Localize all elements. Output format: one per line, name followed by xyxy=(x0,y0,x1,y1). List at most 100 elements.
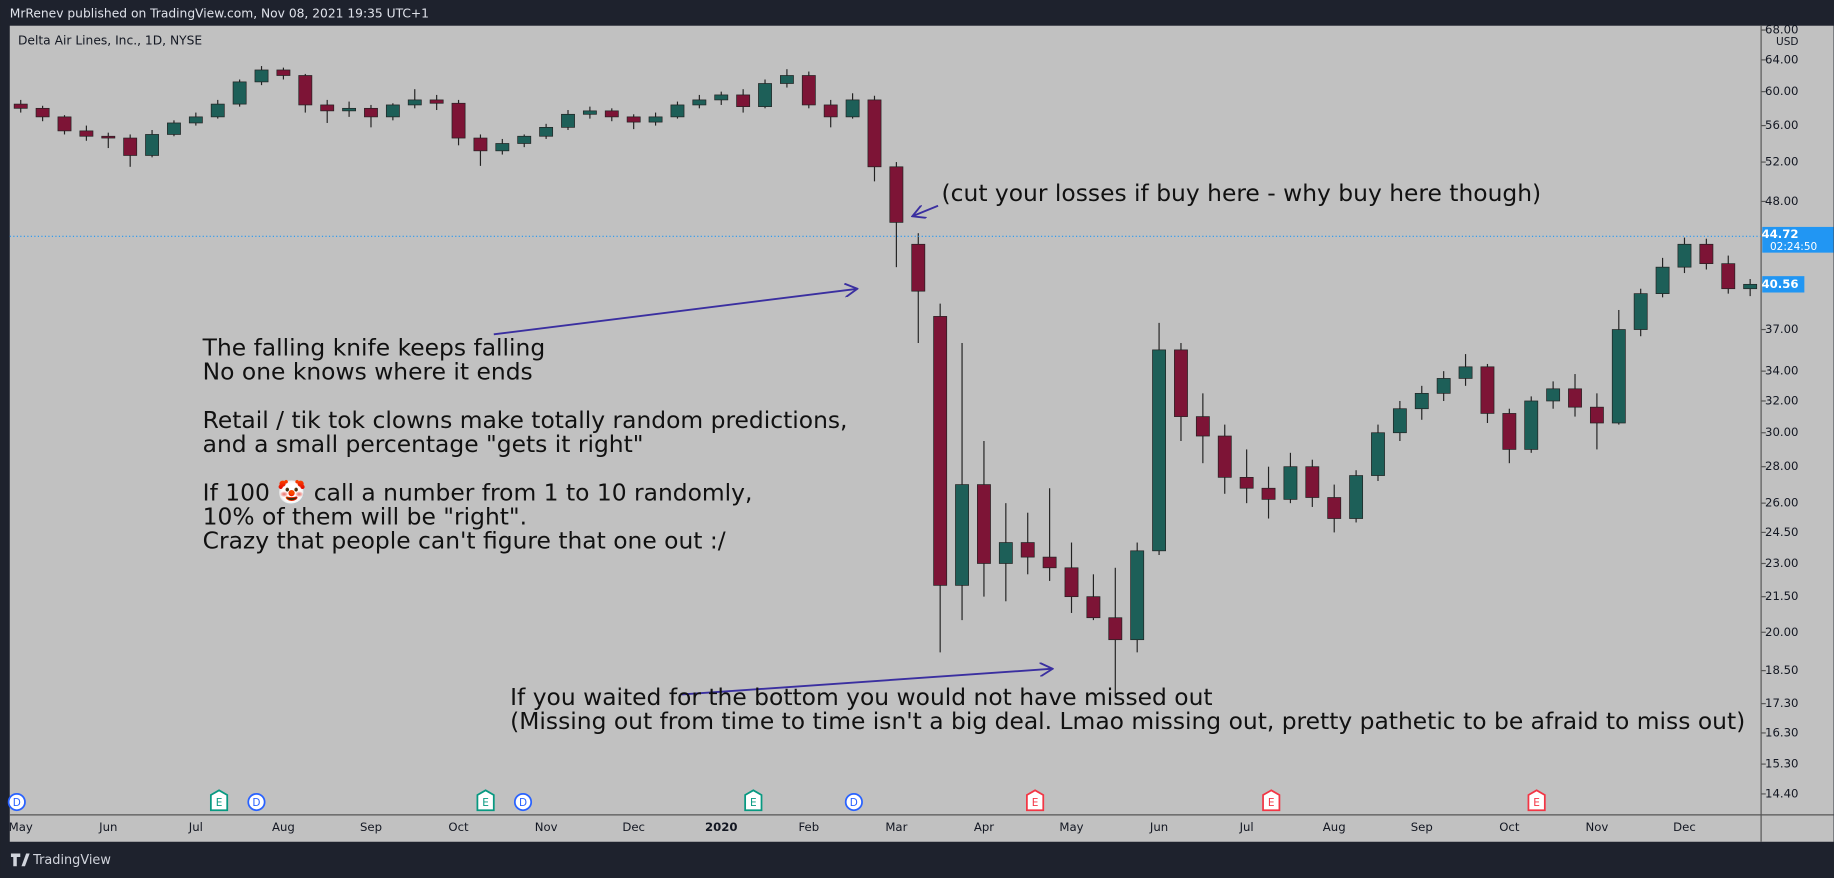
candle-body xyxy=(232,81,247,105)
candle-body xyxy=(911,243,926,292)
candle-body xyxy=(473,137,488,152)
candle-body xyxy=(1436,378,1451,394)
candle-body xyxy=(1086,596,1101,619)
x-tick-label: Oct xyxy=(1499,820,1520,834)
x-tick-label: Dec xyxy=(1673,820,1696,834)
candles xyxy=(13,66,1758,696)
y-tick-label: 32.00 xyxy=(1765,393,1798,407)
candle-body xyxy=(1261,487,1276,500)
x-tick-label: Jul xyxy=(188,820,203,834)
arrow xyxy=(493,289,858,336)
event-label: D xyxy=(519,797,527,809)
last-price-box xyxy=(1762,276,1805,293)
x-tick-label: May xyxy=(9,820,33,834)
y-tick-label: 14.40 xyxy=(1765,786,1798,800)
x-tick-label: Jun xyxy=(98,820,117,834)
candle-body xyxy=(889,166,904,223)
x-tick-label: Apr xyxy=(974,820,994,834)
y-tick-label: 52.00 xyxy=(1765,155,1798,169)
y-tick-label: 21.50 xyxy=(1765,589,1798,603)
event-label: D xyxy=(13,797,21,809)
candle-body xyxy=(539,126,554,137)
x-tick-label: 2020 xyxy=(705,820,738,834)
event-icon xyxy=(1026,789,1045,812)
candle-body xyxy=(276,69,291,76)
y-tick-label: 16.30 xyxy=(1765,725,1798,739)
candle-body xyxy=(670,104,685,118)
candle-body xyxy=(1568,388,1582,408)
candle-body xyxy=(648,116,663,123)
x-tick-label: Oct xyxy=(448,820,469,834)
candle-body xyxy=(1064,567,1079,598)
candle-body xyxy=(736,94,751,107)
candle-body xyxy=(801,75,816,106)
y-tick-label: 28.00 xyxy=(1765,459,1798,473)
logo xyxy=(10,853,30,867)
candle-body xyxy=(1174,349,1188,417)
event-icon xyxy=(209,789,229,812)
annotation-line: The falling knife keeps falling xyxy=(202,333,546,361)
candle-body xyxy=(101,135,116,139)
x-tick-label: Aug xyxy=(272,820,295,834)
candle-body xyxy=(1699,243,1714,265)
price-label-box xyxy=(1762,226,1834,253)
y-tick-label: 37.00 xyxy=(1765,322,1798,336)
event-icon xyxy=(513,792,533,812)
candle-body xyxy=(1108,617,1123,641)
candle-body xyxy=(933,316,948,586)
arrow xyxy=(681,669,1053,696)
candle-body xyxy=(1589,406,1604,424)
candle-body xyxy=(823,104,838,118)
candle-body xyxy=(955,484,969,586)
candle-body xyxy=(320,104,335,112)
candle-body xyxy=(1655,266,1670,294)
y-tick-label: 17.30 xyxy=(1765,696,1798,710)
candle-body xyxy=(13,103,28,109)
x-tick-label: Sep xyxy=(360,820,382,834)
annotation-line: (cut your losses if buy here - why buy h… xyxy=(942,179,1542,207)
candle-body xyxy=(977,484,991,564)
candle-body xyxy=(1217,435,1232,478)
event-icon xyxy=(476,789,495,812)
candle-body xyxy=(1721,263,1736,290)
candle-body xyxy=(604,110,619,118)
candle-body xyxy=(1327,497,1342,519)
annotation-line: (Missing out from time to time isn't a b… xyxy=(510,707,1745,735)
candle-body xyxy=(298,75,313,106)
annotation-line: No one knows where it ends xyxy=(203,357,533,385)
event-label: E xyxy=(216,797,223,809)
event-label: E xyxy=(750,797,757,809)
x-tick-label: Mar xyxy=(885,820,907,834)
candle-body xyxy=(342,107,357,112)
candle-body xyxy=(517,135,532,144)
candle-body xyxy=(692,99,707,106)
event-label: E xyxy=(1533,797,1540,809)
candle-body xyxy=(210,103,225,118)
candle-body xyxy=(1414,392,1429,410)
candle-body xyxy=(1152,349,1166,552)
candle-body xyxy=(1305,466,1320,498)
annotation-line: 10% of them will be "right". xyxy=(203,502,527,530)
event-icon xyxy=(1527,789,1546,812)
event-icon xyxy=(7,792,26,812)
candle-body xyxy=(1611,329,1626,424)
price-axis: 68.00 64.00 60.00 56.00 52.00 48.00 37.00 34.00… xyxy=(9,23,1799,835)
candle-body xyxy=(582,110,597,115)
candle-body xyxy=(1458,366,1473,379)
candle-body xyxy=(1042,556,1057,569)
candle-body xyxy=(385,104,400,118)
candle-body xyxy=(35,107,50,118)
header-text: MrRenev published on TradingView.com, No… xyxy=(10,7,429,21)
candle-body xyxy=(188,116,203,124)
annotation-line: Crazy that people can't figure that one … xyxy=(203,526,726,554)
x-tick-label: Sep xyxy=(1411,820,1433,834)
candle-body xyxy=(714,94,729,101)
candle-body xyxy=(429,99,444,104)
y-tick-label: 23.00 xyxy=(1765,556,1798,570)
candle-body xyxy=(495,143,510,152)
event-label: E xyxy=(482,797,489,809)
countdown: 02:24:50 xyxy=(1770,241,1817,253)
candle-body xyxy=(758,83,772,107)
